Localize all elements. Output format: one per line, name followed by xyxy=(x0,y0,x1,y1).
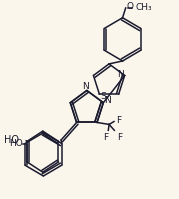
Text: N: N xyxy=(117,70,124,79)
Text: F: F xyxy=(117,116,122,125)
Text: S: S xyxy=(101,92,107,101)
Text: F: F xyxy=(117,133,122,142)
Text: O: O xyxy=(126,2,133,12)
Text: HO: HO xyxy=(4,135,19,145)
Text: N: N xyxy=(104,96,111,105)
Text: N: N xyxy=(83,82,89,91)
Text: CH₃: CH₃ xyxy=(135,3,152,12)
Text: F: F xyxy=(103,133,108,142)
Text: HO: HO xyxy=(9,139,23,148)
